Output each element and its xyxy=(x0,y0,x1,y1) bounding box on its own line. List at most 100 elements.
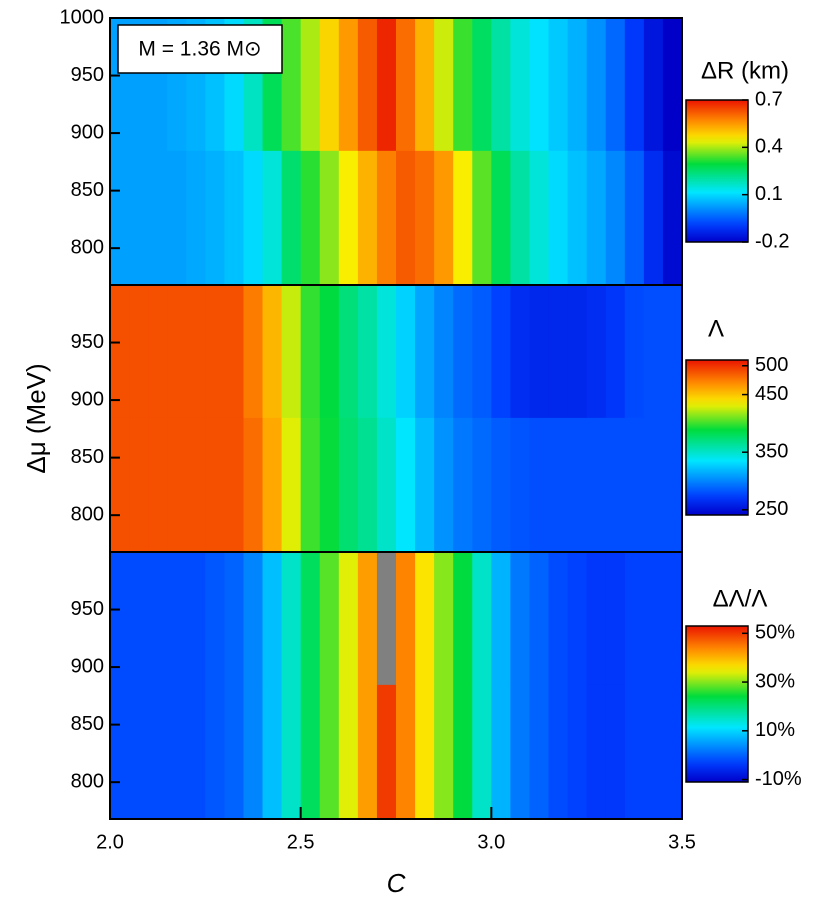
heatmap-cell xyxy=(110,684,130,820)
y-tick-label: 950 xyxy=(71,64,104,86)
heatmap-cell xyxy=(453,18,473,151)
heatmap-cell xyxy=(662,18,683,151)
heatmap-cell xyxy=(167,684,187,820)
heatmap-cell xyxy=(396,417,416,553)
heatmap-cell xyxy=(491,684,511,820)
colorbar-tick-label: 350 xyxy=(755,440,788,462)
heatmap-cell xyxy=(319,552,340,685)
heatmap-cell xyxy=(319,285,340,418)
heatmap-cell xyxy=(376,285,397,418)
heatmap-cell xyxy=(396,150,416,286)
heatmap-cell xyxy=(205,417,225,553)
heatmap-cell xyxy=(224,417,244,553)
heatmap-cell xyxy=(643,150,664,286)
heatmap-cell xyxy=(586,18,607,151)
heatmap-cell xyxy=(319,417,340,553)
heatmap-cell xyxy=(624,552,645,685)
heatmap-cell xyxy=(643,18,664,151)
heatmap-cell xyxy=(510,150,530,286)
heatmap-cell xyxy=(472,285,492,418)
heatmap-cell xyxy=(281,417,302,553)
heatmap-cell xyxy=(338,18,359,151)
heatmap-cell xyxy=(529,18,550,151)
heatmap-cell xyxy=(586,552,607,685)
heatmap-cell xyxy=(243,552,264,685)
heatmap-cell xyxy=(586,417,607,553)
heatmap-cell xyxy=(281,684,302,820)
y-tick-label: 900 xyxy=(71,121,104,143)
colorbar-title: ΔΛ/Λ xyxy=(713,585,768,612)
heatmap-cell xyxy=(434,18,454,151)
heatmap-cell xyxy=(415,684,435,820)
heatmap-cell xyxy=(148,417,168,553)
x-tick-label: 2.5 xyxy=(287,831,315,853)
heatmap-cell xyxy=(357,18,378,151)
heatmap-cell xyxy=(396,552,416,685)
heatmap-cell xyxy=(548,684,569,820)
heatmap-cell xyxy=(110,285,130,418)
heatmap-cell xyxy=(453,417,473,553)
heatmap-cell xyxy=(129,285,149,418)
heatmap-cell xyxy=(434,417,454,553)
heatmap-cell xyxy=(624,150,645,286)
y-tick-label: 850 xyxy=(71,446,104,468)
heatmap-cell xyxy=(281,18,302,151)
heatmap-cell xyxy=(662,417,683,553)
heatmap-cell xyxy=(262,150,283,286)
heatmap-cell xyxy=(453,285,473,418)
colorbar-tick-label: 500 xyxy=(755,354,788,376)
heatmap-cell xyxy=(548,18,569,151)
heatmap-cell xyxy=(491,417,511,553)
heatmap-cell xyxy=(529,150,550,286)
heatmap-cell xyxy=(300,552,321,685)
heatmap-cell xyxy=(415,552,435,685)
heatmap-cell xyxy=(224,552,244,685)
heatmap-cell xyxy=(529,552,550,685)
heatmap-cell xyxy=(357,285,378,418)
y-tick-label: 850 xyxy=(71,179,104,201)
heatmap-cell xyxy=(148,684,168,820)
heatmap-cell xyxy=(148,285,168,418)
heatmap-cell xyxy=(224,285,244,418)
heatmap-cell xyxy=(643,417,664,553)
heatmap-cell xyxy=(453,150,473,286)
heatmap-cell xyxy=(376,18,397,151)
heatmap-cell xyxy=(281,285,302,418)
heatmap-cell xyxy=(357,150,378,286)
heatmap-cell xyxy=(357,552,378,685)
plot-frame xyxy=(109,551,683,820)
heatmap-cell xyxy=(605,18,626,151)
colorbar-tick-label: 0.7 xyxy=(755,88,783,110)
heatmap-cell xyxy=(338,684,359,820)
heatmap-cell xyxy=(338,285,359,418)
x-tick-label: 3.5 xyxy=(668,831,696,853)
heatmap-cell xyxy=(472,18,492,151)
heatmap-cell xyxy=(662,285,683,418)
colorbar-tick-label: 0.4 xyxy=(755,136,783,158)
heatmap-cell xyxy=(415,285,435,418)
heatmap-cell xyxy=(167,552,187,685)
heatmap-cell xyxy=(567,417,588,553)
y-tick-label: 900 xyxy=(71,655,104,677)
heatmap-cell xyxy=(605,552,626,685)
heatmap-cell xyxy=(300,150,321,286)
heatmap-cell xyxy=(434,285,454,418)
heatmap-cell xyxy=(338,417,359,553)
heatmap-cell xyxy=(224,684,244,820)
heatmap-cell xyxy=(529,285,550,418)
heatmap-cell xyxy=(300,285,321,418)
heatmap-cell xyxy=(624,417,645,553)
heatmap-cell xyxy=(338,552,359,685)
heatmap-cell xyxy=(453,552,473,685)
heatmap-cell xyxy=(262,684,283,820)
heatmap-cell xyxy=(491,18,511,151)
y-tick-label: 800 xyxy=(71,236,104,258)
heatmap-cell xyxy=(357,684,378,820)
heatmap-cell xyxy=(567,552,588,685)
colorbar xyxy=(685,99,749,243)
y-tick-label: 950 xyxy=(71,331,104,353)
heatmap-cell xyxy=(205,285,225,418)
heatmap-cell xyxy=(586,285,607,418)
colorbar xyxy=(685,625,749,783)
heatmap-cell xyxy=(472,552,492,685)
